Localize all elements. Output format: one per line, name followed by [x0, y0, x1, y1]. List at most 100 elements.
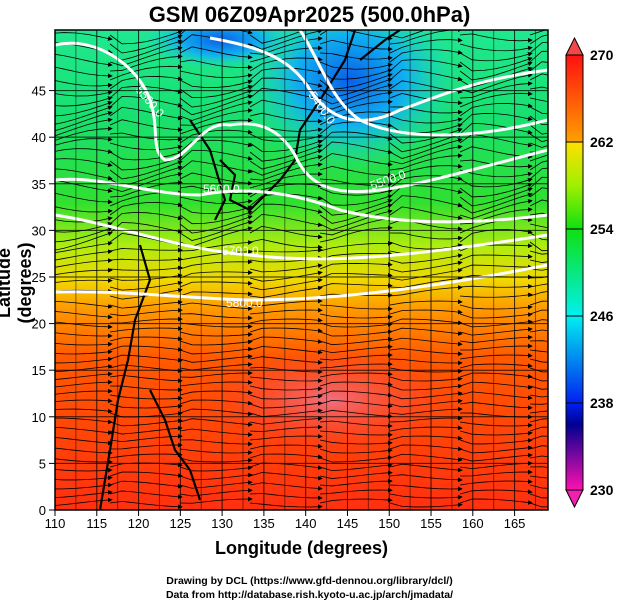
streamline — [319, 61, 393, 70]
y-tick-label: 25 — [32, 270, 46, 285]
streamline — [389, 153, 463, 171]
streamline — [249, 336, 323, 344]
streamline — [109, 307, 183, 317]
streamline — [389, 327, 463, 336]
streamline — [529, 291, 548, 297]
streamline — [389, 144, 463, 165]
streamline — [319, 430, 393, 438]
streamline — [389, 415, 463, 423]
streamline — [459, 192, 533, 214]
streamline — [529, 276, 548, 279]
colorbar-label: 270 — [590, 47, 614, 63]
streamline — [249, 139, 323, 152]
streamline — [179, 480, 253, 489]
streamline — [459, 198, 533, 220]
streamline — [529, 167, 548, 180]
streamline — [389, 253, 463, 264]
streamline — [109, 316, 183, 324]
streamline — [55, 482, 113, 490]
streamline — [179, 94, 253, 116]
streamline — [529, 502, 548, 508]
streamline — [55, 222, 113, 233]
streamline — [55, 231, 113, 251]
streamline — [109, 452, 183, 459]
streamline — [249, 277, 323, 291]
streamline — [389, 444, 463, 452]
streamline — [249, 154, 323, 176]
y-tick-label: 45 — [32, 84, 46, 99]
streamline — [529, 115, 548, 126]
streamline — [179, 280, 253, 288]
streamline — [249, 472, 323, 481]
x-tick-label: 110 — [45, 516, 66, 531]
streamline — [109, 394, 183, 401]
streamline — [319, 165, 393, 178]
streamline — [319, 194, 393, 206]
streamline — [249, 401, 323, 409]
y-axis-ticks: 0 5 10 15 20 25 30 35 40 45 — [32, 84, 55, 518]
streamline — [249, 56, 323, 72]
streamline — [249, 67, 323, 81]
streamline — [459, 169, 533, 178]
streamline — [459, 207, 533, 225]
streamline — [319, 141, 393, 155]
streamline — [459, 61, 533, 81]
streamline — [389, 299, 463, 306]
y-tick-label: 20 — [32, 317, 46, 332]
streamline — [179, 380, 253, 387]
streamline — [319, 262, 393, 270]
streamline — [389, 37, 463, 54]
streamline — [109, 142, 183, 151]
y-axis-label: Latitude (degrees) — [0, 242, 35, 324]
streamline — [179, 59, 253, 70]
streamline — [249, 30, 323, 50]
streamline — [389, 425, 463, 432]
x-tick-label: 145 — [337, 516, 359, 531]
streamline — [179, 89, 253, 108]
streamline — [109, 106, 183, 121]
streamline — [55, 417, 113, 425]
streamline — [459, 445, 533, 454]
streamline — [55, 80, 113, 88]
streamline — [179, 139, 253, 153]
streamline — [459, 421, 533, 428]
streamline — [389, 285, 463, 297]
svg-text:5600.0: 5600.0 — [203, 182, 240, 196]
streamline — [55, 126, 113, 141]
streamline — [109, 30, 183, 45]
streamline — [55, 458, 113, 465]
streamline — [459, 372, 533, 379]
streamline — [389, 453, 463, 462]
streamline — [459, 254, 533, 261]
streamline — [529, 268, 548, 271]
streamline — [319, 39, 393, 52]
streamline — [459, 381, 533, 390]
streamline — [459, 304, 533, 310]
streamline — [179, 465, 253, 472]
streamline — [249, 433, 323, 441]
x-tick-label: 130 — [211, 516, 233, 531]
streamline — [459, 292, 533, 298]
y-tick-label: 5 — [39, 456, 46, 471]
x-tick-label: 155 — [420, 516, 442, 531]
streamline — [529, 445, 548, 450]
colorbar-label: 230 — [590, 482, 614, 498]
streamline — [319, 478, 393, 487]
streamline — [55, 180, 113, 194]
streamline — [389, 163, 463, 180]
streamline — [109, 500, 183, 510]
streamline — [319, 352, 393, 361]
streamline — [389, 206, 463, 221]
colorbar-label: 238 — [590, 395, 614, 411]
streamline — [459, 353, 533, 360]
streamline — [529, 250, 548, 255]
streamline — [249, 453, 323, 460]
streamline — [109, 336, 183, 342]
streamline — [55, 32, 113, 41]
streamline — [319, 251, 393, 261]
streamline — [529, 176, 548, 189]
streamline — [529, 50, 548, 63]
streamline — [319, 462, 393, 472]
streamline — [529, 410, 548, 414]
